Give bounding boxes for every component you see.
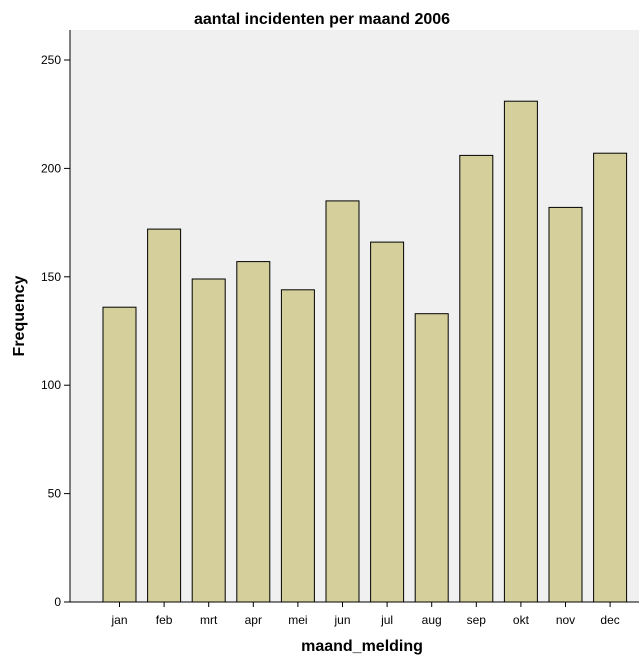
bar-jun — [325, 200, 360, 603]
x-tick-label-aug: aug — [422, 613, 442, 627]
bar-feb — [147, 228, 182, 603]
x-tick-label-dec: dec — [600, 613, 619, 627]
y-axis-label: Frequency — [11, 275, 28, 356]
bar-jan — [102, 306, 137, 603]
bar-mei — [280, 289, 315, 603]
x-tick-label-jul: jul — [380, 613, 393, 627]
x-axis: jan feb mrt apr mei jun jul aug sep okt nov dec — [70, 601, 639, 627]
x-tick-label-okt: okt — [513, 613, 530, 627]
y-tick-label-100: 100 — [41, 378, 61, 392]
bar-dec — [593, 152, 628, 603]
x-tick-label-sep: sep — [467, 613, 487, 627]
x-tick-label-jun: jun — [333, 613, 350, 627]
y-tick-label-200: 200 — [41, 161, 61, 175]
x-axis-label: maand_melding — [301, 638, 423, 655]
x-tick-label-nov: nov — [556, 613, 575, 627]
chart-title: aantal incidenten per maand 2006 — [194, 11, 450, 28]
y-tick-label-250: 250 — [41, 53, 61, 67]
x-tick-label-jan: jan — [110, 613, 127, 627]
y-tick-label-150: 150 — [41, 270, 61, 284]
x-tick-label-mrt: mrt — [200, 613, 218, 627]
y-tick-label-50: 50 — [48, 487, 62, 501]
y-tick-label-0: 0 — [54, 595, 61, 609]
bar-apr — [236, 261, 271, 603]
y-axis: 0 50 100 150 200 250 — [41, 30, 71, 609]
bar-nov — [548, 206, 583, 603]
bar-mrt — [191, 278, 226, 603]
bar-jul — [370, 241, 405, 603]
x-tick-label-apr: apr — [245, 613, 262, 627]
bar-aug — [414, 313, 449, 603]
bar-sep — [459, 154, 494, 603]
x-tick-label-mei: mei — [288, 613, 307, 627]
bar-okt — [503, 100, 538, 603]
bars-group — [102, 100, 628, 603]
x-tick-label-feb: feb — [156, 613, 173, 627]
